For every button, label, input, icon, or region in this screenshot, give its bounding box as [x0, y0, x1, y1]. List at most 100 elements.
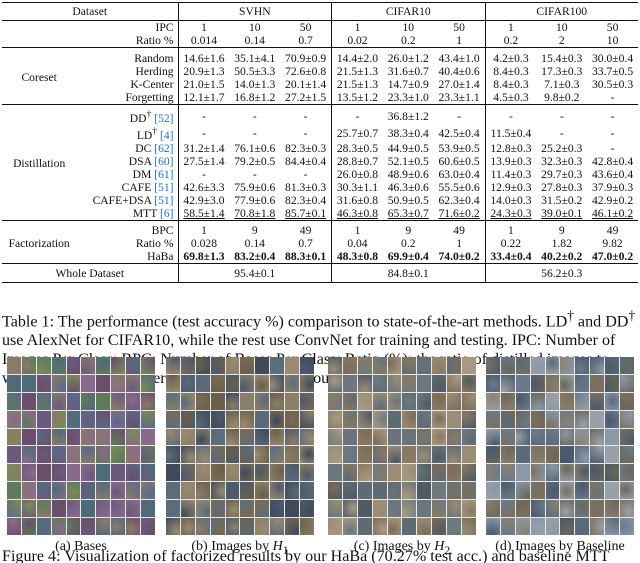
table-cell: 38.3±0.4: [387, 126, 429, 140]
table-cell: 1.82: [551, 237, 572, 251]
table-cell: 0.14: [244, 237, 265, 251]
image-tile: [36, 464, 51, 482]
table-cell: 30.3±1.1: [336, 180, 379, 194]
image-tile: [240, 500, 255, 518]
method-label: MTT: [132, 206, 158, 220]
cifar10-header: CIFAR10: [331, 2, 486, 21]
image-tile: [195, 374, 210, 392]
image-tile: [195, 410, 210, 428]
image-tile: [285, 410, 300, 428]
image-tile: [111, 410, 126, 428]
image-tile: [515, 428, 530, 446]
image-tile: [66, 464, 81, 482]
figure-label-b-text: (b) Images by: [191, 539, 273, 554]
figure-bases: (a) Bases: [7, 357, 155, 554]
image-tile: [447, 518, 462, 535]
table-cell: -: [610, 90, 615, 104]
table-row: K-Center 21.0±1.5 14.0±1.3 20.1±1.4 21.5±1.3…: [2, 77, 638, 91]
caption-part2: and DD: [573, 313, 629, 331]
image-tile: [387, 500, 402, 518]
ipc-value: 1: [178, 20, 230, 34]
image-tile: [328, 374, 342, 392]
image-tile: [575, 464, 590, 482]
figure-h2: (c) Images by H2: [328, 357, 476, 557]
citation-link[interactable]: [60]: [154, 154, 174, 168]
image-tile: [447, 446, 462, 464]
image-tile: [126, 392, 141, 410]
image-tile: [81, 392, 96, 410]
image-tile: [575, 446, 590, 464]
image-tile: [270, 357, 285, 374]
image-tile: [432, 482, 447, 500]
citation-link[interactable]: [51]: [154, 193, 174, 207]
table-cell: -: [202, 167, 206, 181]
citation-link[interactable]: [52]: [154, 111, 174, 125]
image-tile: [560, 482, 575, 500]
image-tile: [240, 464, 255, 482]
image-tile: [545, 464, 560, 482]
image-tile: [387, 446, 402, 464]
image-tile: [545, 392, 560, 410]
method-name: Herding: [76, 64, 179, 78]
citation-link[interactable]: [51]: [154, 180, 174, 194]
image-tile: [180, 500, 195, 518]
method-label: Herding: [135, 64, 174, 78]
image-tile: [81, 428, 96, 446]
image-tile: [126, 482, 141, 500]
image-tile: [21, 500, 36, 518]
ratio-value: 0.2: [503, 34, 519, 47]
image-tile: [111, 482, 126, 500]
whole-svhn: 95.4±0.1: [178, 263, 333, 284]
citation-link[interactable]: [6]: [160, 206, 174, 220]
image-tile: [166, 500, 180, 518]
image-tile: [166, 428, 180, 446]
image-tile: [372, 410, 387, 428]
citation-link[interactable]: [4]: [160, 128, 174, 142]
whole-dataset-label: Whole Dataset: [2, 263, 179, 284]
image-tile: [620, 410, 634, 428]
method-sup: †: [152, 125, 158, 137]
table-cell: -: [355, 109, 360, 123]
image-tile: [225, 392, 240, 410]
image-tile: [515, 357, 530, 374]
image-tile: [21, 518, 36, 535]
table-cell: 74.0±0.2: [433, 250, 486, 264]
table-cell: 1: [354, 224, 361, 238]
image-tile: [51, 518, 66, 535]
image-tile: [240, 428, 255, 446]
method-name: K-Center: [76, 77, 179, 91]
image-tile: [240, 374, 255, 392]
image-tile: [447, 464, 462, 482]
image-tile: [225, 518, 240, 535]
table-cell: 29.7±0.3: [541, 167, 583, 181]
image-tile: [180, 428, 195, 446]
image-tile: [447, 428, 462, 446]
method-name: LD† [4]: [76, 124, 179, 142]
table-row: MTT [6] 58.5±1.4 70.8±1.8 85.7±0.1 46.3±0.8 6…: [2, 206, 638, 221]
image-tile: [66, 518, 81, 535]
image-tile: [111, 446, 126, 464]
image-tile: [432, 392, 447, 410]
method-name: CAFE [51]: [76, 180, 179, 194]
image-tile: [545, 500, 560, 518]
table-row: Herding 20.9±1.3 50.5±3.3 72.6±0.8 21.5±1.3 3…: [2, 64, 638, 78]
figure-h1: (b) Images by H1: [166, 357, 314, 557]
image-tile: [51, 446, 66, 464]
image-tile: [357, 518, 372, 535]
image-tile: [605, 357, 620, 374]
image-tile: [387, 428, 402, 446]
image-tile: [225, 464, 240, 482]
image-tile: [500, 410, 515, 428]
section-label: Factorization: [8, 237, 70, 251]
table-cell: -: [280, 124, 333, 142]
image-tile: [255, 446, 270, 464]
table-cell: 42.9±3.0: [183, 193, 225, 207]
image-tile: [166, 482, 180, 500]
image-tile: [210, 357, 225, 374]
table-cell: 0.7: [280, 237, 333, 251]
citation-link[interactable]: [62]: [154, 141, 174, 155]
image-tile: [7, 464, 21, 482]
citation-link[interactable]: [61]: [154, 167, 174, 181]
ipc-value: 50: [280, 20, 333, 34]
table-cell: 42.9±0.2: [591, 193, 634, 207]
